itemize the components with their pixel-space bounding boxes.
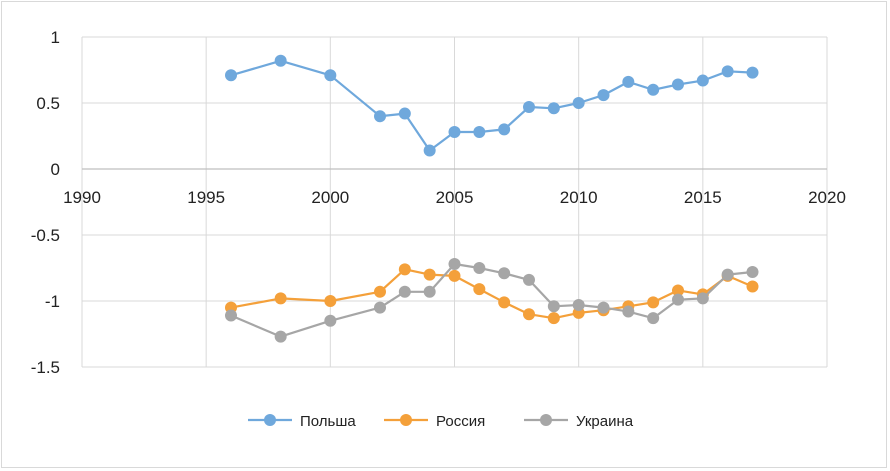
series-3 [225,258,759,343]
data-point [696,74,709,87]
legend-swatch-marker [540,414,552,426]
data-point [523,100,535,113]
x-tick-label: 1995 [187,188,225,207]
data-point [274,330,287,343]
data-point [746,66,759,79]
data-point [423,144,436,157]
data-point [324,314,337,327]
series-layer [225,54,759,343]
data-point [423,285,436,298]
y-tick-label: -1.5 [31,358,60,377]
data-point [374,285,386,298]
data-point [473,126,486,139]
data-point [374,301,386,314]
data-point [672,78,684,91]
data-point [225,309,237,322]
data-point [572,97,585,109]
data-point [448,258,461,271]
data-point [523,273,535,286]
y-tick-label: -0.5 [31,226,60,245]
data-point [398,263,411,276]
y-tick-label: 1 [51,28,60,47]
data-point [622,75,635,88]
y-tick-label: 0 [51,160,60,179]
data-point [324,69,337,82]
x-tick-label: 2020 [808,188,846,207]
x-tick-label: 1990 [63,188,101,207]
data-point [274,292,287,305]
data-point [324,295,337,307]
data-point [498,296,511,309]
legend: Польша Россия Украина [248,413,634,430]
data-point [274,54,287,67]
x-tick-label: 2005 [436,188,474,207]
data-point [473,262,486,274]
legend-swatch-marker [264,414,276,426]
legend-item-2: Россия [384,413,485,430]
data-point [498,123,511,136]
data-point [448,126,461,139]
data-point [398,107,411,120]
data-point [547,312,560,325]
series-1 [225,54,759,157]
x-tick-label: 2015 [684,188,722,207]
data-point [225,69,237,82]
y-tick-label: -1 [45,292,60,311]
y-tick-label: 0.5 [36,94,60,113]
legend-label: Украина [576,413,634,430]
legend-label: Россия [436,413,485,430]
data-point [746,265,759,278]
grid-layer [81,36,828,368]
x-tick-label: 2010 [560,188,598,207]
legend-item-1: Польша [248,413,356,430]
data-point [374,110,386,123]
data-point [746,280,759,293]
data-point [721,65,734,78]
data-point [423,268,436,281]
data-point [523,308,535,321]
series-line [230,59,753,152]
data-point [572,298,585,311]
legend-label: Польша [300,413,356,430]
data-point [721,268,734,281]
legend-swatch-marker [400,414,412,426]
data-point [597,89,610,102]
data-point [696,292,709,305]
data-point [672,284,684,297]
data-point [547,300,560,313]
legend-item-3: Украина [524,413,634,430]
data-point [473,283,486,296]
data-point [498,267,511,280]
data-point [647,83,660,96]
data-point [448,269,461,282]
x-tick-label: 2000 [311,188,349,207]
data-point [647,296,660,309]
axis-layer: 1 0.5 0 -0.5 -1 -1.5 1990 1995 2000 2005 2010 2015 2… [31,28,846,377]
data-point [547,102,560,115]
data-point [647,312,660,325]
data-point [672,293,684,306]
data-point [398,285,411,298]
data-point [622,305,635,318]
data-point [597,301,610,314]
